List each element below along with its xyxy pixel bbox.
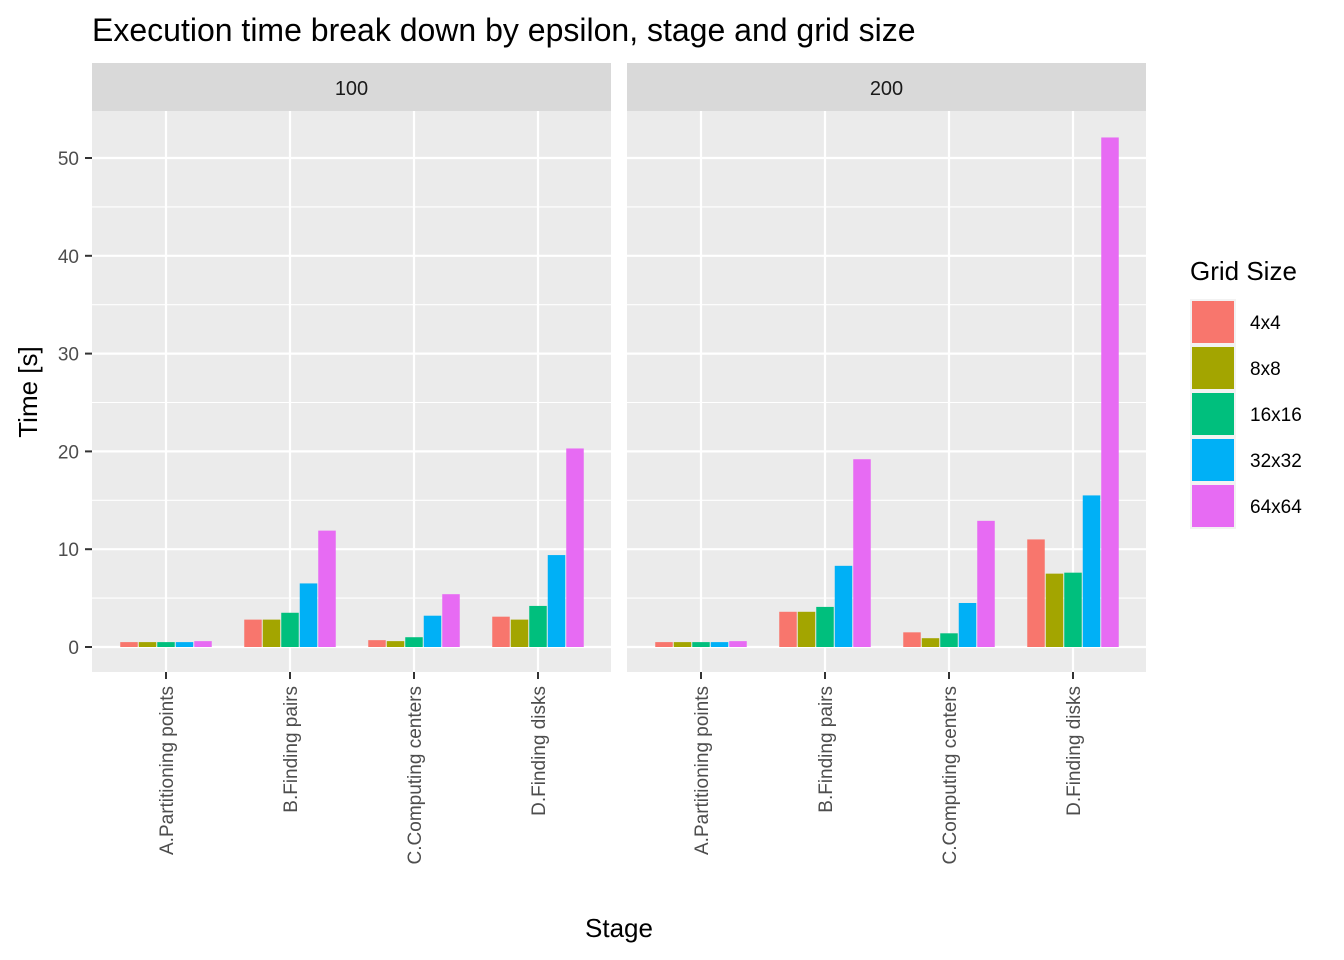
facet-strip-label: 100: [335, 78, 368, 100]
bar-32x32-2: [958, 602, 977, 647]
bar-64x64-1: [853, 459, 871, 647]
legend-swatch-32x32: [1192, 439, 1234, 481]
y-tick-label: 30: [58, 345, 79, 366]
x-tick-label: D.Finding disks: [529, 686, 550, 816]
bar-4x4-3: [1027, 539, 1045, 647]
bar-16x16-2: [405, 637, 423, 647]
bar-4x4-0: [655, 642, 673, 647]
x-tick-label: D.Finding disks: [1064, 686, 1085, 816]
bar-32x32-2: [423, 615, 442, 647]
bar-16x16-1: [281, 612, 299, 647]
x-tick-label: C.Computing centers: [940, 686, 961, 864]
bar-16x16-3: [529, 605, 547, 647]
bar-8x8-1: [797, 611, 816, 647]
x-tick-label: C.Computing centers: [405, 686, 426, 864]
plot-background: [92, 111, 611, 672]
bar-32x32-3: [547, 555, 566, 647]
legend-swatch-8x8: [1192, 347, 1234, 389]
legend-title: Grid Size: [1190, 256, 1297, 286]
bar-64x64-0: [194, 641, 212, 647]
facet-strip: [92, 63, 611, 111]
y-tick-label: 10: [58, 540, 79, 561]
bar-32x32-1: [299, 583, 318, 647]
bar-4x4-3: [492, 616, 510, 647]
x-axis-title: Stage: [585, 913, 653, 943]
facet-panel-200: 200 A.Partitioning points B.Finding pairs C…: [627, 63, 1146, 864]
bar-4x4-2: [368, 640, 386, 647]
bar-4x4-1: [244, 619, 262, 647]
bar-32x32-0: [175, 642, 194, 647]
bar-64x64-2: [977, 520, 995, 647]
bar-64x64-0: [729, 641, 747, 647]
y-tick-label: 50: [58, 149, 79, 170]
y-tick-label: 20: [58, 442, 79, 463]
legend-swatch-16x16: [1192, 393, 1234, 435]
bar-8x8-0: [138, 642, 157, 647]
facet-panel-100: 100 A.Partitioning points B.Finding pairs C…: [92, 63, 611, 864]
legend-label: 8x8: [1250, 359, 1281, 380]
bar-64x64-2: [442, 594, 460, 647]
legend-label: 32x32: [1250, 451, 1302, 472]
facet-panels: 100 A.Partitioning points B.Finding pairs C…: [92, 63, 1146, 864]
bar-8x8-2: [386, 641, 405, 647]
bar-64x64-1: [318, 530, 336, 647]
bar-64x64-3: [1101, 137, 1119, 647]
bar-32x32-0: [710, 642, 729, 647]
x-tick-label: B.Finding pairs: [816, 686, 837, 813]
bar-8x8-3: [510, 619, 529, 647]
bar-16x16-3: [1064, 572, 1082, 647]
legend-label: 64x64: [1250, 497, 1302, 518]
x-tick-label: A.Partitioning points: [692, 686, 713, 855]
y-axis: 0 10 20 30 40 50: [58, 149, 92, 659]
facet-strip-label: 200: [870, 78, 903, 100]
bar-8x8-0: [673, 642, 692, 647]
legend-swatch-64x64: [1192, 485, 1234, 527]
bar-64x64-3: [566, 448, 584, 647]
legend: Grid Size 4x4 8x8 16x16 32x32 64x64: [1190, 256, 1302, 529]
bar-16x16-1: [816, 606, 834, 647]
legend-label: 4x4: [1250, 313, 1281, 334]
x-tick-label: B.Finding pairs: [281, 686, 302, 813]
bar-16x16-0: [157, 642, 175, 647]
bar-16x16-0: [692, 642, 710, 647]
x-tick-label: A.Partitioning points: [157, 686, 178, 855]
bar-4x4-2: [903, 632, 921, 647]
bar-4x4-0: [120, 642, 138, 647]
y-tick-label: 0: [68, 638, 79, 659]
bar-8x8-3: [1045, 573, 1064, 647]
bar-4x4-1: [779, 611, 797, 647]
bar-32x32-3: [1082, 495, 1101, 647]
legend-label: 16x16: [1250, 405, 1302, 426]
bar-8x8-2: [921, 638, 940, 647]
y-axis-title: Time [s]: [13, 346, 43, 437]
chart-title: Execution time break down by epsilon, st…: [92, 12, 916, 48]
legend-swatch-4x4: [1192, 301, 1234, 343]
bar-16x16-2: [940, 633, 958, 647]
facet-strip: [627, 63, 1146, 111]
y-tick-label: 40: [58, 247, 79, 268]
bar-8x8-1: [262, 619, 281, 647]
bar-32x32-1: [834, 565, 853, 647]
